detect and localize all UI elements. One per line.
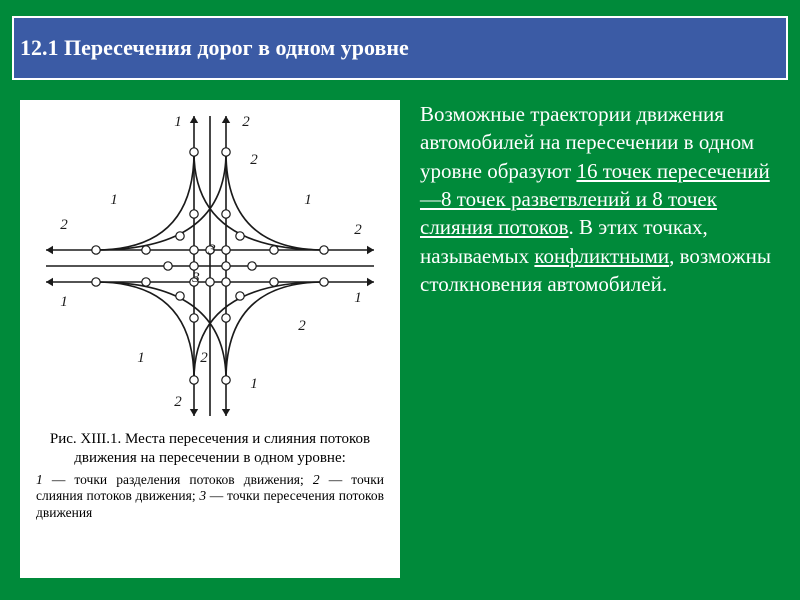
svg-text:1: 1 — [110, 192, 118, 208]
svg-text:3: 3 — [191, 270, 200, 286]
svg-text:1: 1 — [137, 350, 145, 366]
figure-panel: 1 2 2 1 2 1 1 2 1 2 2 1 1 2 33 Рис. XIII.1. Места пере… — [20, 100, 400, 578]
diagram-svg: 1 2 2 1 2 1 1 2 1 2 2 1 1 2 33 — [26, 106, 394, 426]
svg-text:2: 2 — [354, 222, 362, 238]
figure-caption: Рис. XIII.1. Места пересечения и слияния… — [26, 426, 394, 522]
intersection-diagram: 1 2 2 1 2 1 1 2 1 2 2 1 1 2 33 — [26, 106, 394, 426]
svg-text:1: 1 — [60, 294, 68, 310]
body-text: Возможные траектории движения автомобиле… — [420, 100, 784, 298]
svg-text:1: 1 — [304, 192, 312, 208]
svg-text:2: 2 — [200, 350, 208, 366]
svg-text:3: 3 — [207, 242, 216, 258]
svg-text:2: 2 — [242, 114, 250, 130]
page-title: 12.1 Пересечения дорог в одном уровне — [20, 35, 409, 61]
body-underline-2: конфликтными — [534, 244, 669, 268]
svg-text:2: 2 — [60, 217, 68, 233]
svg-text:2: 2 — [174, 394, 182, 410]
caption-legend: 1 — точки разделения потоков движения; 2… — [36, 472, 384, 523]
svg-text:1: 1 — [174, 114, 182, 130]
svg-text:2: 2 — [298, 318, 306, 334]
title-bar: 12.1 Пересечения дорог в одном уровне — [12, 16, 788, 80]
svg-text:1: 1 — [354, 290, 362, 306]
caption-title: Рис. XIII.1. Места пересечения и слияния… — [36, 430, 384, 468]
svg-text:2: 2 — [250, 152, 258, 168]
svg-text:1: 1 — [250, 376, 258, 392]
